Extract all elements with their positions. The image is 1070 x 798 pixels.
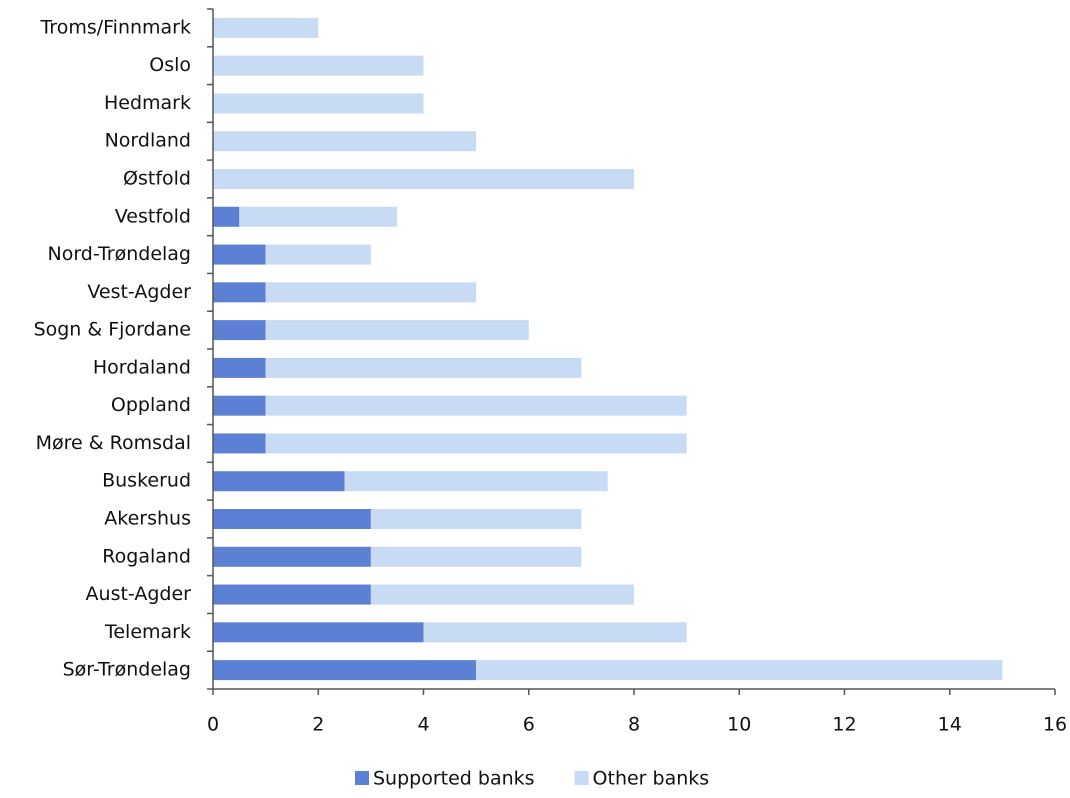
bar-segment [265, 320, 529, 341]
bar-segment [213, 395, 266, 416]
bar-segment [213, 244, 266, 265]
y-tick-label: Hordaland [93, 356, 191, 378]
y-tick-label: Sør-Trøndelag [63, 659, 191, 681]
bar-segment [370, 584, 634, 605]
bar-segment [265, 357, 582, 378]
legend-label: Other banks [593, 768, 710, 790]
y-tick-label: Vestfold [115, 205, 191, 227]
y-tick-label: Telemark [104, 621, 191, 643]
y-tick-label: Oppland [111, 394, 191, 416]
bar-segment [370, 546, 582, 567]
y-tick-label: Nordland [105, 130, 191, 152]
y-tick-label: Sogn & Fjordane [34, 319, 191, 341]
bar-segment [239, 206, 398, 227]
y-tick-label: Nord-Trøndelag [47, 243, 191, 265]
legend-swatch [574, 771, 589, 785]
bar-segment [213, 471, 345, 492]
bar-segment [213, 622, 424, 643]
x-tick-label: 14 [938, 714, 962, 736]
x-tick-label: 4 [417, 714, 429, 736]
y-tick-label: Hedmark [104, 92, 191, 114]
x-tick-label: 2 [312, 714, 324, 736]
bar-segment [213, 320, 266, 341]
y-tick-label: Troms/Finnmark [39, 16, 191, 38]
y-tick-label: Vest-Agder [87, 281, 191, 303]
y-tick-label: Østfold [123, 168, 191, 190]
legend-swatch [355, 771, 369, 785]
bar-segment [476, 660, 1003, 681]
bar-segment [213, 546, 371, 567]
y-tick-label: Oslo [149, 54, 191, 76]
y-tick-label: Aust-Agder [86, 583, 192, 605]
y-tick-label: Rogaland [102, 545, 191, 567]
bar-segment [265, 282, 477, 303]
bar-segment [213, 282, 266, 303]
x-tick-label: 12 [832, 714, 856, 736]
bar-segment [213, 357, 266, 378]
x-tick-label: 8 [628, 714, 640, 736]
bar-segment [265, 433, 687, 454]
bar-segment [213, 584, 371, 605]
bar-segment [213, 55, 424, 76]
bar-segment [265, 395, 687, 416]
bar-segment [213, 131, 477, 152]
bar-segment [213, 660, 477, 681]
bar-segment [213, 206, 240, 227]
bar-segment [213, 93, 424, 114]
bar-segment [344, 471, 608, 492]
bar-segment [265, 244, 371, 265]
y-tick-label: Buskerud [102, 470, 191, 492]
x-tick-label: 0 [207, 714, 219, 736]
legend-label: Supported banks [373, 768, 535, 790]
bar-segment [213, 509, 371, 529]
bar-segment [423, 622, 687, 643]
bar-segment [213, 433, 266, 454]
x-tick-label: 16 [1043, 714, 1067, 736]
bar-segment [213, 17, 319, 38]
x-tick-label: 6 [523, 714, 535, 736]
x-tick-label: 10 [727, 714, 751, 736]
y-tick-label: Møre & Romsdal [36, 432, 191, 454]
y-tick-label: Akershus [104, 508, 191, 530]
bar-segment [213, 169, 634, 189]
bar-segment [370, 509, 582, 529]
